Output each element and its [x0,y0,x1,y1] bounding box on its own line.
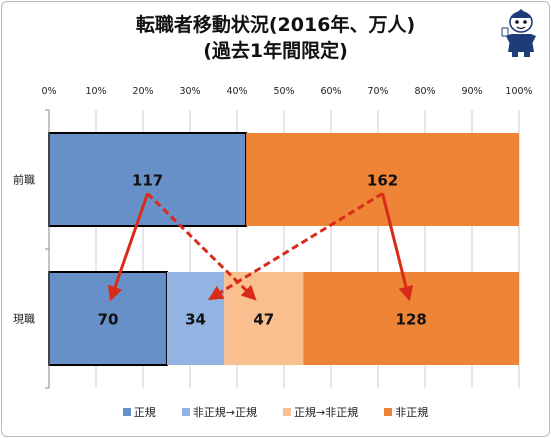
x-tick-label: 60% [320,86,341,97]
x-tick-label: 40% [226,86,247,97]
data-label-layer: 117 162 70 34 47 128 [98,172,427,329]
bar-segment [246,133,519,226]
legend-swatch [283,408,291,416]
legend-swatch [384,408,393,416]
mascot-logo [501,9,536,57]
x-tick-label: 80% [414,86,435,97]
data-label: 162 [367,172,398,190]
data-label: 34 [185,311,206,329]
flow-arrow-layer [107,192,414,302]
bar-layer [48,132,519,366]
data-label: 47 [253,311,274,329]
x-tick-label: 70% [367,86,388,97]
flow-arrow [107,193,149,302]
bar-segment [48,132,248,227]
data-label: 70 [98,311,119,329]
legend-swatch [122,408,131,416]
bar-segment [48,271,168,366]
stacked-bar-chart: 117 162 70 34 47 128 0% 10% 20% 30% 40% 50% 60% 70% 8… [13,86,533,389]
chart-title-line1: 転職者移動状況(2016年、万人) [135,14,416,36]
x-tick-label: 100% [505,86,532,97]
data-label: 117 [132,172,163,190]
legend-label: 非正規 [395,406,429,419]
x-tick-label: 90% [461,86,482,97]
chart-title: 転職者移動状況(2016年、万人) (過去1年間限定) [0,12,551,64]
x-tick-label: 10% [85,86,106,97]
flow-arrow [207,192,384,301]
legend-swatch [181,408,190,416]
legend: 正規 非正規→正規 正規→非正規 非正規 [0,404,551,420]
x-tick-label: 0% [41,86,56,97]
x-tick-label: 20% [132,86,153,97]
x-tick-label: 50% [273,86,294,97]
legend-label: 正規 [133,406,156,419]
legend-item: 非正規→正規 [181,404,257,420]
x-tick-label: 30% [179,86,200,97]
legend-label: 正規→非正規 [294,406,359,419]
flow-arrow [381,193,414,302]
legend-label: 非正規→正規 [192,406,257,419]
legend-item: 正規 [122,404,156,420]
y-category-label: 前職 [13,173,35,187]
legend-item: 非正規 [384,404,428,420]
y-category-label: 現職 [13,313,35,326]
legend-item: 正規→非正規 [283,404,358,420]
data-label: 128 [396,311,427,329]
bar-segment [224,272,304,365]
chart-title-line2: (過去1年間限定) [203,40,348,62]
